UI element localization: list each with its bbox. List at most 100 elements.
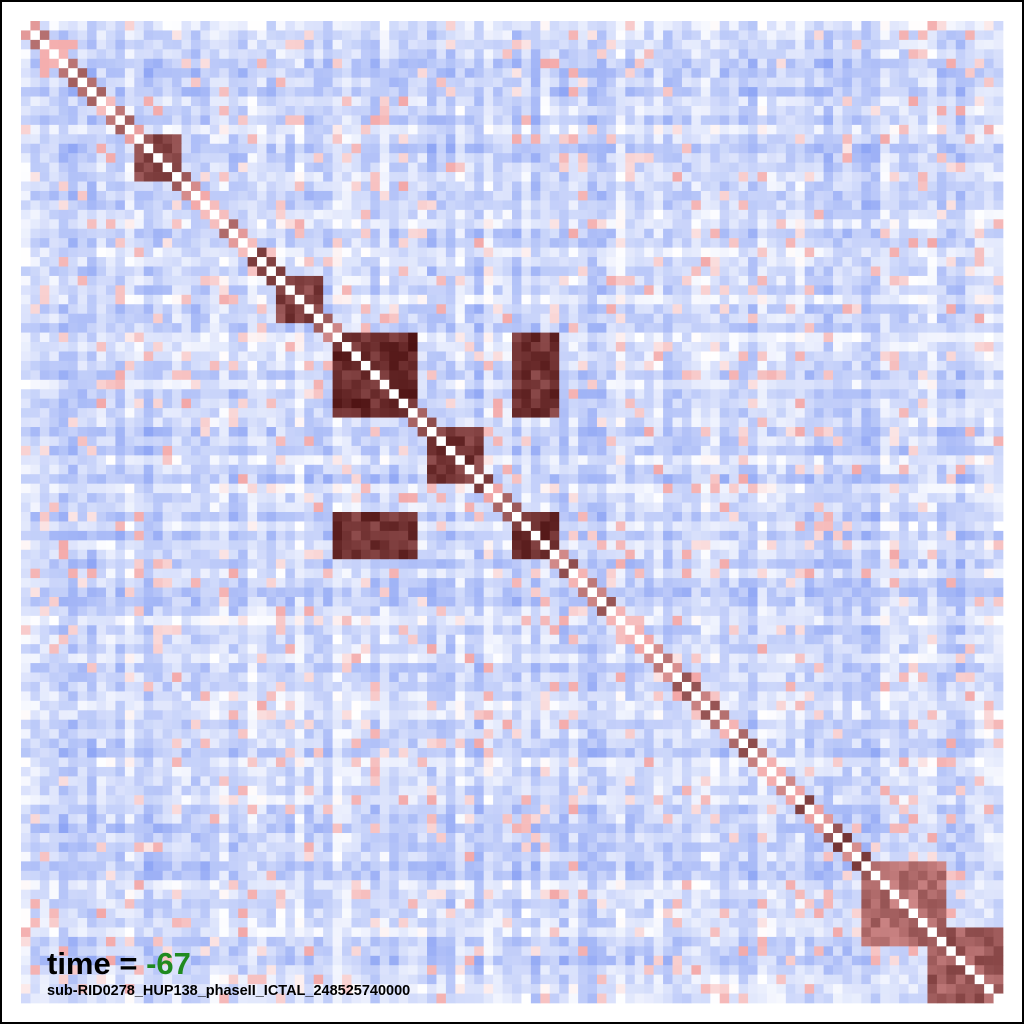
heatmap-cell <box>39 379 50 390</box>
heatmap-cell <box>955 389 966 400</box>
heatmap-cell <box>596 360 607 371</box>
heatmap-cell <box>861 323 872 333</box>
heatmap-cell <box>804 49 815 60</box>
heatmap-cell <box>880 77 891 88</box>
heatmap-cell <box>360 68 371 78</box>
heatmap-cell <box>719 209 730 220</box>
heatmap-cell <box>984 124 994 135</box>
heatmap-cell <box>908 96 919 107</box>
heatmap-cell <box>823 351 834 362</box>
heatmap-cell <box>332 96 343 107</box>
heatmap-cell <box>408 455 418 466</box>
heatmap-cell <box>880 445 891 456</box>
heatmap-cell <box>955 219 966 230</box>
heatmap-cell <box>842 87 853 97</box>
heatmap-cell <box>105 162 116 173</box>
heatmap-cell <box>785 379 796 390</box>
heatmap-cell <box>766 181 777 192</box>
heatmap-cell <box>596 417 607 428</box>
heatmap-cell <box>785 105 796 116</box>
heatmap-cell <box>748 379 758 390</box>
heatmap-cell <box>776 219 787 230</box>
heatmap-cell <box>134 68 145 78</box>
heatmap-cell <box>870 445 881 456</box>
heatmap-cell <box>568 323 579 333</box>
heatmap-cell <box>578 436 588 447</box>
heatmap-cell <box>474 257 485 267</box>
heatmap-cell <box>861 389 872 400</box>
heatmap-cell <box>908 68 919 78</box>
heatmap-cell <box>851 105 862 116</box>
heatmap-cell <box>936 30 947 41</box>
heatmap-cell <box>833 153 843 163</box>
heatmap-cell <box>247 200 258 211</box>
heatmap-cell <box>785 238 796 248</box>
heatmap-cell <box>455 455 466 466</box>
heatmap-cell <box>672 134 683 145</box>
heatmap-cell <box>700 238 711 248</box>
heatmap-cell <box>417 455 428 466</box>
heatmap-cell <box>625 257 636 267</box>
heatmap-cell <box>87 313 97 324</box>
heatmap-cell <box>219 294 230 305</box>
heatmap-cell <box>209 351 220 362</box>
heatmap-cell <box>68 30 78 41</box>
heatmap-cell <box>445 209 456 220</box>
heatmap-cell <box>124 172 135 182</box>
heatmap-cell <box>984 445 994 456</box>
heatmap-cell <box>370 427 381 437</box>
heatmap-cell <box>776 408 787 418</box>
heatmap-cell <box>483 455 494 466</box>
heatmap-cell <box>143 228 154 239</box>
heatmap-cell <box>68 219 78 230</box>
heatmap-cell <box>39 181 50 192</box>
heatmap-cell <box>918 219 928 230</box>
heatmap-cell <box>653 238 664 248</box>
heatmap-cell <box>615 87 626 97</box>
heatmap-cell <box>474 342 485 352</box>
heatmap-cell <box>417 323 428 333</box>
heatmap-cell <box>719 68 730 78</box>
heatmap-cell <box>21 30 31 41</box>
heatmap-cell <box>776 209 787 220</box>
heatmap-cell <box>606 134 617 145</box>
heatmap-cell <box>285 200 296 211</box>
heatmap-cell <box>39 190 50 201</box>
heatmap-cell <box>672 436 683 447</box>
heatmap-cell <box>87 445 97 456</box>
heatmap-cell <box>681 398 692 409</box>
heatmap-cell <box>757 436 768 447</box>
heatmap-cell <box>955 266 966 277</box>
heatmap-cell <box>899 427 909 437</box>
heatmap-cell <box>993 455 1004 466</box>
heatmap-cell <box>596 134 607 145</box>
heatmap-cell <box>587 134 598 145</box>
heatmap-cell <box>672 209 683 220</box>
heatmap-cell <box>559 379 569 390</box>
heatmap-cell <box>68 427 78 437</box>
heatmap-cell <box>219 228 230 239</box>
heatmap-cell <box>181 30 192 41</box>
heatmap-cell <box>134 285 145 296</box>
heatmap-cell <box>540 398 551 409</box>
heatmap-cell <box>275 87 286 97</box>
heatmap-cell <box>549 238 560 248</box>
heatmap-cell <box>143 247 154 258</box>
heatmap-cell <box>408 49 418 60</box>
heatmap-cell <box>266 285 277 296</box>
heatmap-cell <box>568 379 579 390</box>
heatmap-cell <box>247 247 258 258</box>
heatmap-cell <box>115 39 126 50</box>
heatmap-cell <box>162 247 173 258</box>
heatmap-cell <box>379 228 390 239</box>
heatmap-cell <box>710 238 721 248</box>
heatmap-cell <box>663 219 673 230</box>
heatmap-cell <box>870 162 881 173</box>
heatmap-cell <box>209 455 220 466</box>
heatmap-cell <box>370 181 381 192</box>
heatmap-cell <box>77 285 88 296</box>
heatmap-cell <box>445 464 456 475</box>
heatmap-cell <box>285 304 296 315</box>
heatmap-cell <box>823 266 834 277</box>
heatmap-cell <box>172 294 182 305</box>
